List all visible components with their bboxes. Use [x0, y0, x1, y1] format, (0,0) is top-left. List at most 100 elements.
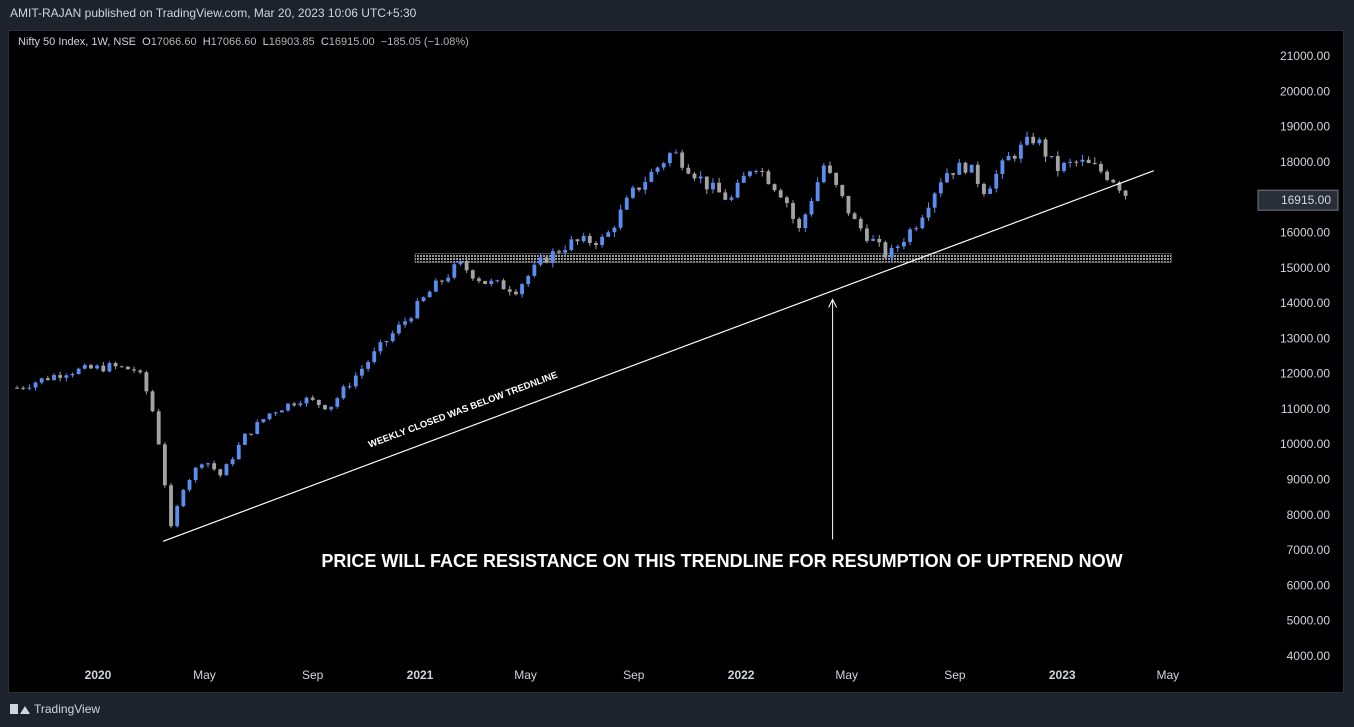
candle-body[interactable] — [218, 469, 223, 476]
candle-body[interactable] — [729, 197, 734, 200]
candle-body[interactable] — [304, 397, 309, 404]
candle-body[interactable] — [649, 171, 654, 182]
candle-body[interactable] — [495, 280, 500, 282]
candle-body[interactable] — [470, 270, 475, 279]
candle-body[interactable] — [748, 171, 752, 176]
candle-body[interactable] — [772, 184, 777, 191]
candle-body[interactable] — [144, 372, 149, 392]
candle-body[interactable] — [421, 297, 426, 302]
candle-body[interactable] — [587, 236, 592, 244]
candle-body[interactable] — [372, 351, 377, 363]
candle-body[interactable] — [791, 203, 795, 219]
candle-body[interactable] — [821, 165, 826, 183]
candle-body[interactable] — [618, 209, 623, 228]
candle-body[interactable] — [27, 387, 32, 389]
candle-body[interactable] — [834, 172, 839, 185]
candle-body[interactable] — [1025, 136, 1029, 145]
candle-body[interactable] — [255, 422, 260, 434]
candle-body[interactable] — [606, 232, 611, 237]
candle-body[interactable] — [316, 399, 321, 405]
candle-body[interactable] — [901, 241, 906, 247]
candle-body[interactable] — [230, 459, 235, 465]
candle-body[interactable] — [1043, 139, 1048, 157]
candle-body[interactable] — [507, 289, 512, 292]
candle-body[interactable] — [963, 162, 968, 173]
candle-body[interactable] — [390, 333, 395, 342]
candle-body[interactable] — [914, 228, 919, 230]
candle-body[interactable] — [384, 341, 389, 343]
candle-body[interactable] — [1105, 171, 1110, 180]
candle-body[interactable] — [797, 218, 802, 229]
candle-body[interactable] — [125, 366, 130, 370]
candle-body[interactable] — [1068, 161, 1073, 163]
candle-body[interactable] — [33, 382, 38, 388]
candle-body[interactable] — [557, 251, 561, 253]
candle-body[interactable] — [107, 363, 112, 372]
candle-body[interactable] — [852, 213, 857, 220]
candle-body[interactable] — [594, 243, 598, 246]
candle-body[interactable] — [1006, 156, 1011, 161]
candle-body[interactable] — [273, 412, 278, 414]
candle-body[interactable] — [538, 257, 543, 265]
candle-body[interactable] — [89, 365, 93, 369]
candle-body[interactable] — [150, 391, 155, 412]
candle-body[interactable] — [674, 152, 678, 154]
candle-body[interactable] — [132, 369, 136, 371]
candle-body[interactable] — [298, 403, 303, 406]
candle-body[interactable] — [347, 386, 352, 388]
candle-body[interactable] — [15, 387, 19, 389]
candle-body[interactable] — [766, 171, 771, 185]
candle-body[interactable] — [957, 162, 962, 175]
candle-body[interactable] — [655, 167, 660, 172]
candle-body[interactable] — [698, 176, 703, 179]
candle-body[interactable] — [865, 228, 869, 241]
candle-body[interactable] — [938, 182, 943, 194]
candle-body[interactable] — [951, 173, 956, 175]
candle-body[interactable] — [858, 219, 863, 229]
candle-body[interactable] — [403, 321, 407, 325]
candle-body[interactable] — [353, 375, 358, 387]
candle-body[interactable] — [82, 365, 87, 369]
candle-body[interactable] — [212, 463, 217, 470]
candle-body[interactable] — [520, 284, 524, 295]
candle-body[interactable] — [994, 173, 999, 189]
candle-body[interactable] — [489, 280, 494, 284]
candle-body[interactable] — [532, 264, 537, 276]
candle-body[interactable] — [513, 291, 518, 295]
candle-body[interactable] — [236, 444, 241, 460]
candle-body[interactable] — [612, 227, 617, 233]
candle-body[interactable] — [600, 236, 605, 246]
candle-body[interactable] — [396, 324, 401, 334]
candle-body[interactable] — [809, 201, 814, 215]
candle-body[interactable] — [637, 187, 641, 190]
candle-body[interactable] — [1055, 156, 1060, 171]
candle-body[interactable] — [643, 181, 648, 190]
candle-body[interactable] — [199, 464, 204, 468]
candle-body[interactable] — [711, 182, 715, 190]
candle-body[interactable] — [988, 188, 993, 194]
candle-body[interactable] — [1037, 139, 1042, 144]
candle-body[interactable] — [156, 411, 161, 445]
candle-body[interactable] — [261, 419, 266, 423]
candle-body[interactable] — [52, 375, 56, 381]
candle-body[interactable] — [717, 182, 722, 193]
candle-body[interactable] — [464, 260, 469, 271]
candle-body[interactable] — [366, 362, 371, 369]
candle-body[interactable] — [175, 506, 180, 527]
candle-body[interactable] — [249, 433, 253, 435]
candle-body[interactable] — [920, 217, 925, 229]
candle-body[interactable] — [440, 280, 444, 282]
candle-body[interactable] — [803, 214, 808, 229]
candle-body[interactable] — [575, 239, 580, 242]
candle-body[interactable] — [1123, 190, 1128, 196]
candle-body[interactable] — [138, 370, 143, 373]
candle-body[interactable] — [39, 378, 44, 383]
candle-body[interactable] — [95, 365, 100, 369]
candle-body[interactable] — [310, 397, 315, 400]
trendline[interactable] — [162, 170, 1154, 542]
candle-body[interactable] — [335, 398, 340, 407]
candle-body[interactable] — [1099, 163, 1103, 172]
candle-body[interactable] — [815, 182, 820, 202]
candle-body[interactable] — [409, 318, 414, 322]
candle-body[interactable] — [1031, 136, 1036, 144]
